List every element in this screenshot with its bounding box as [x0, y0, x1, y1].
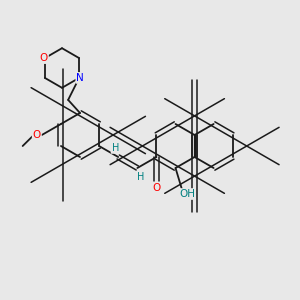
- Text: O: O: [40, 53, 48, 63]
- Text: H: H: [112, 143, 119, 153]
- Text: H: H: [136, 172, 144, 182]
- Text: O: O: [33, 130, 41, 140]
- Text: O: O: [152, 183, 160, 193]
- Text: OH: OH: [179, 189, 195, 199]
- Text: N: N: [76, 73, 84, 83]
